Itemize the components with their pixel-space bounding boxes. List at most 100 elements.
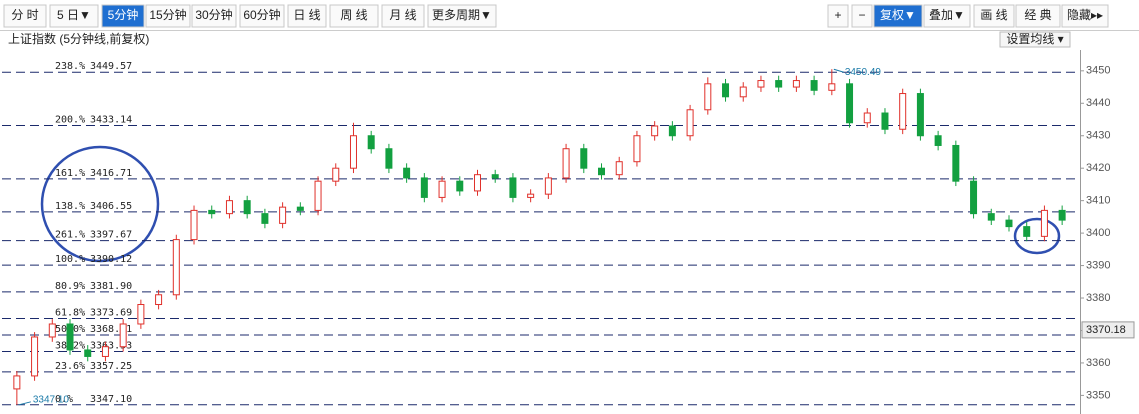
candle-body [190,209,198,241]
candle-body [934,135,942,146]
fib-ratio: 0.% [55,394,73,405]
toolbar-button[interactable]: 经 典 [1015,4,1061,28]
y-tick-label: 3380 [1086,292,1110,304]
fib-value: 3357.25 [90,361,132,372]
toolbar-button[interactable]: 月 线 [381,4,425,28]
candle-body [137,304,145,325]
candle-body [296,206,304,211]
button-label: 经 典 [1024,8,1051,22]
button-frame [1015,4,1061,28]
button-frame [3,4,47,28]
button-label: + [834,8,841,22]
candle-body [332,167,340,182]
candle-body [243,200,251,215]
toolbar-button[interactable]: 叠加▼ [923,4,971,28]
button-frame [999,31,1071,48]
candle-body [615,161,623,176]
button-frame [923,4,971,28]
toolbar-button[interactable]: 分 时 [3,4,47,28]
button-frame [49,4,99,28]
candle-body [598,167,606,176]
candle-body [527,193,535,198]
toolbar-button[interactable]: 30分钟 [191,4,237,28]
candle-body [792,80,800,88]
candle-body [562,148,570,179]
candle-body [828,83,836,91]
candle-body [172,239,180,296]
button-label: 30分钟 [195,7,232,22]
candle-body [13,375,21,390]
candle-body [101,346,109,357]
button-frame [101,4,145,28]
highlight-circle [40,145,160,263]
y-tick-label: 3450 [1086,65,1110,77]
toolbar-button[interactable]: 复权▼ [873,4,923,28]
candle-body [225,200,233,215]
toolbar-button[interactable]: 隐藏▸▸ [1061,4,1109,28]
button-frame [873,4,923,28]
toolbar-button[interactable]: + [827,4,849,28]
y-tick-label: 3360 [1086,357,1110,369]
toolbar-button[interactable]: 周 线 [329,4,379,28]
candle-body [668,125,676,137]
fib-value: 3373.69 [90,308,132,319]
button-frame [287,4,327,28]
button-label: 月 线 [389,8,416,22]
button-label: 设置均线 ▾ [1006,32,1063,46]
low-marker-label: 3347.10 [33,394,70,405]
button-label: − [858,8,865,22]
toolbar-button[interactable]: 15分钟 [145,4,191,28]
toolbar-button[interactable]: 画 线 [973,4,1015,28]
last-price-box [1081,321,1135,339]
candle-body [704,83,712,111]
candle-body [509,177,517,198]
candle-body [119,323,127,348]
toolbar-button[interactable]: − [851,4,873,28]
candle-body [846,83,854,124]
y-tick-label: 3410 [1086,195,1110,207]
chart-title: 上证指数 (5分钟线,前复权) [8,31,149,46]
candle-body [403,167,411,179]
candle-body [881,112,889,130]
y-tick-label: 3350 [1086,389,1110,401]
button-frame [329,4,379,28]
toolbar-button[interactable]: 5分钟 [101,4,145,28]
candle-body [491,174,499,179]
fib-value: 3381.90 [90,281,132,292]
candle-body [84,349,92,357]
toolbar-button[interactable]: 更多周期▼ [427,4,497,28]
fib-value: 3363.53 [90,340,132,351]
fib-ratio: 200.% [55,115,85,126]
candle-body [420,177,428,198]
candle-body [987,213,995,221]
fib-value: 3406.55 [90,201,132,212]
fib-ratio: 261.% [55,230,85,241]
candle-body [899,93,907,130]
button-label: 更多周期▼ [432,8,492,22]
candle-body [775,80,783,88]
fib-ratio: 161.% [55,168,85,179]
fib-ratio: 138.% [55,201,85,212]
button-label: 画 线 [980,8,1007,22]
toolbar-button[interactable]: 5 日▼ [49,4,99,28]
candle-body [633,135,641,163]
button-label: 周 线 [340,8,367,22]
fib-value: 3397.67 [90,230,132,241]
y-tick-label: 3390 [1086,259,1110,271]
candle-body [810,80,818,91]
button-label: 日 线 [293,8,320,22]
button-frame [973,4,1015,28]
button-frame [145,4,191,28]
candle-body [970,180,978,215]
fib-value: 3416.71 [90,168,132,179]
button-frame [827,4,849,28]
toolbar-button[interactable]: 日 线 [287,4,327,28]
candle-body [739,86,747,98]
candle-body [155,294,163,306]
y-tick-label: 3400 [1086,227,1110,239]
toolbar-button[interactable]: 60分钟 [239,4,285,28]
ma-settings-button[interactable]: 设置均线 ▾ [999,31,1071,48]
y-tick-label: 3440 [1086,97,1110,109]
